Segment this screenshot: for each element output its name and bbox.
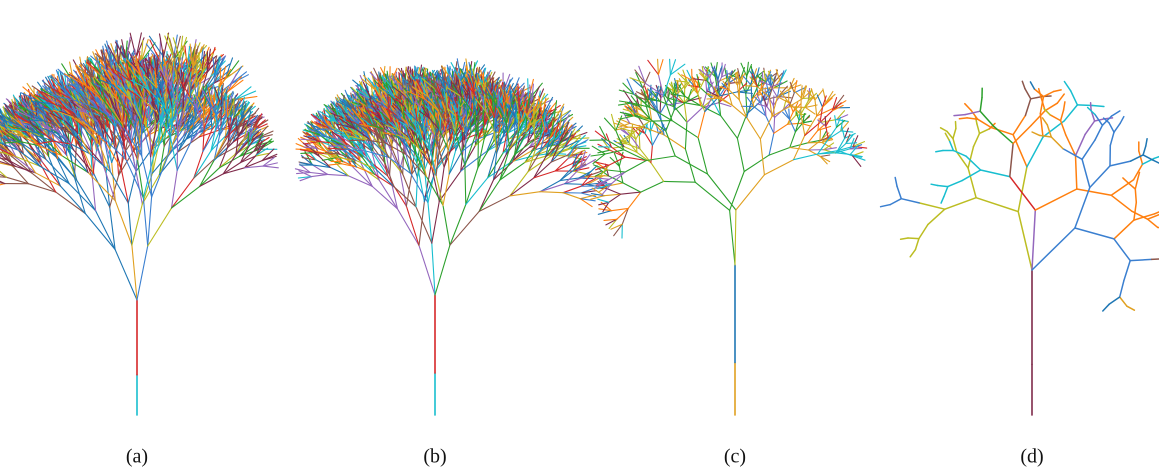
branch (297, 173, 311, 174)
branch (132, 245, 137, 300)
branch (150, 123, 151, 156)
branch (329, 164, 341, 165)
branch (204, 111, 205, 129)
branch (263, 166, 278, 168)
branch (191, 82, 192, 98)
branch (403, 143, 404, 174)
branch (312, 174, 328, 176)
branch (164, 33, 169, 57)
branch (406, 206, 419, 245)
branch (148, 197, 152, 246)
branch (143, 198, 147, 246)
branch (166, 84, 167, 109)
branch (132, 204, 142, 245)
branch (221, 106, 222, 128)
branch (149, 97, 150, 124)
branch (69, 184, 95, 211)
branch (0, 184, 5, 189)
branch (115, 250, 137, 301)
branch (348, 176, 372, 187)
branch (219, 156, 239, 168)
tree (0, 33, 278, 415)
branch (220, 69, 231, 86)
tree (295, 59, 606, 415)
branch (151, 157, 152, 197)
figure: (a) (b) (c) (d) (0, 0, 1159, 475)
branch (115, 201, 132, 246)
branch (183, 89, 184, 111)
branch (88, 173, 115, 201)
branch (398, 209, 420, 246)
branch (329, 146, 346, 147)
branch (428, 203, 432, 243)
branch (148, 208, 172, 246)
branch (166, 63, 167, 84)
branch (152, 157, 168, 197)
tree-panels (0, 33, 1159, 415)
branch (137, 246, 148, 300)
branch (128, 106, 129, 123)
branch (314, 129, 330, 130)
branch (416, 177, 417, 207)
branch (177, 142, 191, 171)
branch (128, 171, 136, 203)
